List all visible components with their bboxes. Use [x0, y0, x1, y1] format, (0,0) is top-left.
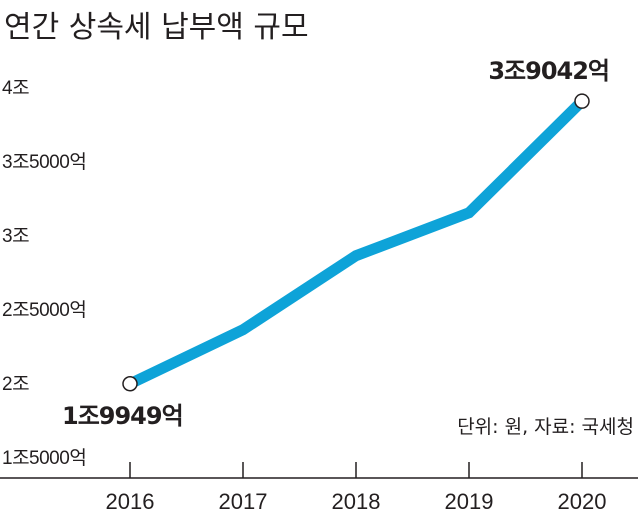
- data-point-marker: [122, 376, 138, 392]
- x-tick-label: 2017: [219, 489, 268, 514]
- x-tick-label: 2019: [445, 489, 494, 514]
- data-point-marker: [574, 93, 590, 109]
- y-tick-label: 2조: [2, 374, 29, 395]
- source-note: 단위: 원, 자료: 국세청: [457, 416, 634, 438]
- x-tick-label: 2016: [106, 489, 155, 514]
- x-tick-label: 2020: [558, 489, 607, 514]
- y-tick-label: 3조: [2, 226, 29, 247]
- data-label: 3조9042억: [488, 57, 609, 85]
- y-tick-label: 3조5000억: [2, 151, 86, 173]
- y-tick-label: 4조: [2, 78, 29, 99]
- data-markers: [122, 93, 590, 392]
- data-label: 1조9949억: [62, 402, 183, 430]
- data-labels: 1조9949억 3조9042억: [62, 57, 610, 430]
- x-tick-label: 2018: [332, 489, 381, 514]
- series-line: [127, 97, 586, 389]
- y-tick-label: 2조5000억: [2, 299, 86, 321]
- chart-title: 연간 상속세 납부액 규모: [4, 10, 309, 45]
- x-axis-ticks: 2016 2017 2018 2019 2020: [106, 462, 607, 514]
- y-tick-label: 1조5000억: [2, 447, 86, 469]
- y-axis-ticks: 1조5000억 2조 2조5000억 3조 3조5000억 4조: [2, 78, 87, 469]
